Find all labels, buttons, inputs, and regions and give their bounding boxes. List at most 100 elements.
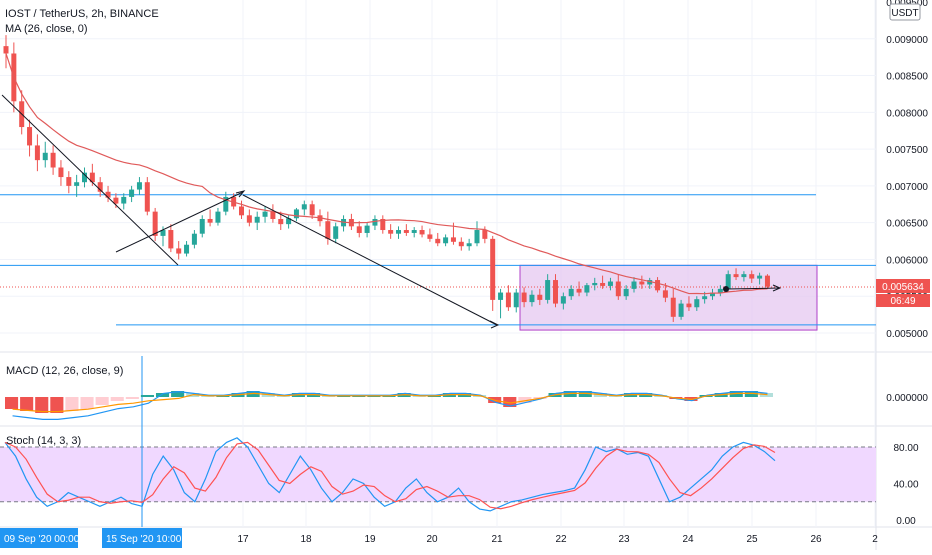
currency-badge-text: USDT [891, 8, 918, 19]
symbol-title: IOST / TetherUS, 2h, BINANCE [5, 8, 159, 20]
candle-body [27, 127, 33, 146]
candle-body [435, 238, 441, 244]
candle-body [246, 215, 252, 223]
candle-body [105, 191, 111, 198]
candle-body [239, 206, 244, 216]
time-axis-tick: 20 [426, 534, 438, 545]
candle-body [560, 296, 566, 304]
price-axis-tick: 0.007500 [886, 145, 928, 156]
bar-countdown-text: 06:49 [890, 296, 915, 307]
candle-body [184, 244, 190, 254]
macd-histogram-bar [65, 397, 79, 411]
trend-line-up[interactable] [115, 191, 244, 253]
macd-indicator-label[interactable]: MACD (12, 26, close, 9) [6, 365, 123, 377]
candle-body [741, 274, 747, 278]
candle-body [254, 216, 260, 223]
macd-histogram-bar [110, 397, 124, 401]
last-price-text: 0.005634 [882, 282, 924, 293]
time-axis-tick: 26 [810, 534, 822, 545]
stoch-axis-tick: 80.00 [893, 443, 918, 454]
candle-body [262, 211, 268, 217]
last-price-label [876, 279, 930, 293]
candle-body [592, 282, 598, 286]
candle-body [215, 211, 221, 223]
candle-body [129, 189, 135, 197]
candle-body [396, 230, 401, 234]
ma-indicator-label[interactable]: MA (26, close, 0) [5, 23, 88, 35]
candle-body [568, 288, 574, 297]
candle-body [521, 292, 527, 303]
stoch-k-line [4, 437, 776, 512]
candle-body [121, 196, 127, 204]
time-axis-tick: 21 [491, 534, 503, 545]
candle-body [309, 204, 315, 216]
projection-arrow[interactable] [725, 287, 781, 290]
arrow-head [772, 284, 782, 292]
macd-histogram-bar [155, 393, 170, 397]
trend-lines[interactable] [1, 94, 782, 329]
arrow-head [235, 190, 246, 198]
stoch-indicator-label[interactable]: Stoch (14, 3, 3) [6, 435, 81, 447]
candle-body [364, 225, 370, 233]
candle-body [199, 218, 205, 234]
candle-body [529, 294, 535, 303]
candle-body [545, 280, 551, 300]
candle-body [372, 218, 378, 226]
candle-body [710, 292, 715, 297]
candle-body [176, 248, 182, 254]
axes: 0.0095000.0090000.0085000.0080000.007500… [237, 0, 928, 545]
candle-body [419, 230, 425, 235]
candle-body [615, 281, 621, 297]
candle-body [553, 280, 558, 304]
macd-pane [5, 356, 773, 426]
price-axis-tick: 0.007000 [886, 182, 928, 193]
candle-body [443, 237, 449, 244]
time-axis-tick: 18 [300, 534, 312, 545]
candle-body [474, 230, 480, 244]
candle-body [42, 152, 48, 161]
candle-body [655, 280, 661, 291]
candle-body [662, 290, 668, 298]
price-axis-tick: 0.005000 [886, 329, 928, 340]
candle-body [749, 274, 755, 279]
candle-body [513, 292, 519, 308]
currency-badge[interactable] [889, 3, 921, 21]
candle-body [537, 294, 543, 300]
candle-body [458, 241, 464, 247]
candle-body [757, 275, 763, 279]
cursor-time-text-2: 15 Sep '20 10:00 [106, 534, 182, 545]
time-axis-tick: 25 [746, 534, 758, 545]
candle-body [686, 303, 692, 308]
candle-body [576, 288, 582, 293]
macd-histogram-bar [50, 397, 64, 413]
candle-body [490, 238, 496, 300]
macd-histogram-bar [125, 397, 139, 399]
stoch-axis-tick: 0.00 [896, 516, 916, 527]
anchor-dot[interactable] [723, 286, 729, 292]
stoch-axis-tick: 40.00 [893, 480, 918, 491]
candle-body [380, 218, 386, 231]
candle-body [584, 285, 590, 293]
candle-body [207, 218, 213, 223]
candle-body [600, 282, 606, 286]
candle-body [325, 221, 331, 239]
candle-body [66, 177, 72, 186]
trend-line-down-2[interactable] [242, 194, 498, 326]
candle-body [223, 196, 229, 212]
candle-body [403, 230, 409, 233]
candle-body [333, 226, 339, 239]
macd-histogram-bar [80, 397, 94, 409]
candle-body [725, 274, 731, 289]
candle-body [301, 204, 307, 210]
candle-body [670, 297, 676, 317]
candle-body [3, 46, 9, 54]
macd-histogram-bar [518, 397, 532, 403]
macd-histogram-bar [503, 397, 517, 407]
macd-histogram-bar [35, 397, 49, 413]
candle-body [623, 288, 629, 297]
time-axis-tick: 17 [237, 534, 249, 545]
macd-axis-tick: 0.000000 [886, 393, 928, 404]
price-axis-tick: 0.009000 [886, 35, 928, 46]
candle-body [411, 230, 417, 233]
